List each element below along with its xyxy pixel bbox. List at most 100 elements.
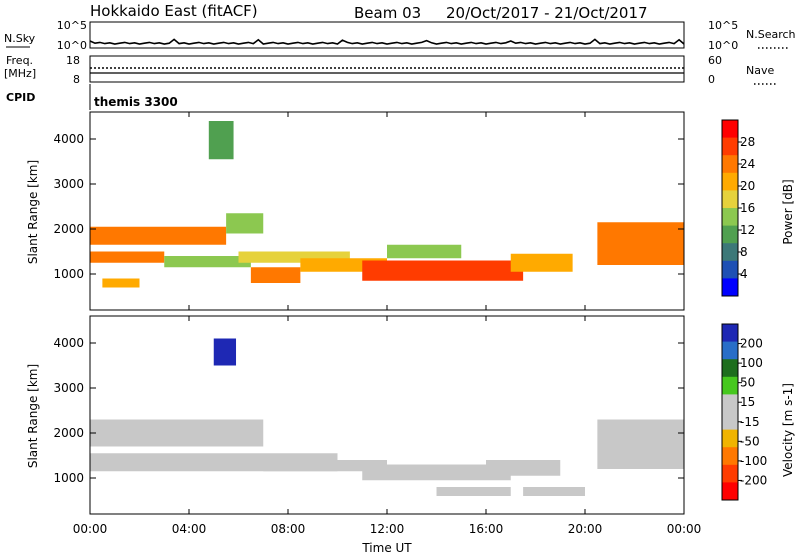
nave-tick-bottom: 0 — [708, 73, 715, 86]
freq-left-label-1: Freq. — [6, 54, 33, 67]
x-axis-label: Time UT — [361, 541, 412, 554]
colorbar-swatch — [722, 190, 738, 209]
noise-left-tick-top: 10^5 — [57, 19, 87, 32]
colorbar-swatch — [722, 394, 738, 413]
x-tick-label: 04:00 — [172, 522, 207, 536]
scatter-region — [486, 460, 561, 476]
y-tick-label: 2000 — [53, 426, 84, 440]
noise-right-label: N.Search — [746, 28, 796, 41]
freq-left-label-2: [MHz] — [4, 67, 36, 80]
scatter-region — [90, 419, 264, 447]
velocity-colorbar: 200 100 50 15 -15 -50 -100 -200 — [721, 323, 767, 501]
colorbar-swatch — [722, 208, 738, 227]
colorbar-swatch — [722, 447, 738, 466]
nave-label: Nave — [746, 64, 774, 77]
x-tick-label: 20:00 — [568, 522, 603, 536]
x-tick-label: 00:00 — [73, 522, 108, 536]
colorbar-tick-label: 20 — [740, 179, 755, 193]
scatter-region — [102, 278, 140, 288]
power-colorbar: 28 24 20 16 12 8 4 — [721, 119, 755, 297]
scatter-region — [523, 487, 585, 496]
y-tick-label: 1000 — [53, 471, 84, 485]
scatter-region — [226, 213, 264, 234]
scatter-region — [90, 226, 227, 245]
colorbar-tick-label: 8 — [740, 245, 748, 259]
scatter-region — [597, 419, 684, 469]
colorbar-tick-label: -50 — [740, 434, 760, 448]
scatter-region — [90, 251, 165, 263]
colorbar-tick-label: 12 — [740, 223, 755, 237]
scatter-region — [250, 267, 301, 283]
noise-panel: N.Sky 10^5 10^0 10^5 10^0 N.Search — [4, 19, 796, 52]
colorbar-swatch — [722, 412, 738, 431]
colorbar-tick-label: -15 — [740, 415, 760, 429]
date-range-title: 20/Oct/2017 - 21/Oct/2017 — [446, 4, 648, 22]
station-title: Hokkaido East (fitACF) — [90, 2, 258, 20]
y-tick-label: 3000 — [53, 381, 84, 395]
y-tick-label: 1000 — [53, 267, 84, 281]
colorbar-swatch — [722, 155, 738, 174]
colorbar-swatch — [722, 464, 738, 483]
colorbar-tick-label: 50 — [740, 376, 755, 390]
power-plot-area — [90, 121, 684, 288]
velocity-y-axis-label: Slant Range [km] — [26, 364, 40, 468]
y-tick-label: 4000 — [53, 336, 84, 350]
scatter-region — [238, 251, 350, 263]
colorbar-swatch — [722, 359, 738, 378]
colorbar-tick-label: 100 — [740, 356, 763, 370]
colorbar-swatch — [722, 120, 738, 139]
beam-title: Beam 03 — [354, 4, 421, 22]
y-tick-label: 2000 — [53, 222, 84, 236]
power-panel: 4000 3000 2000 1000 Slant Range [km] 28 24 20… — [26, 111, 795, 311]
colorbar-swatch — [722, 324, 738, 343]
colorbar-swatch — [722, 260, 738, 279]
x-tick-label: 12:00 — [370, 522, 405, 536]
scatter-region — [597, 222, 684, 265]
scatter-region — [164, 256, 251, 268]
scatter-region — [263, 460, 387, 472]
scatter-region — [510, 253, 573, 272]
nave-tick-top: 60 — [708, 54, 722, 67]
x-axis: 00:00 04:00 08:00 12:00 16:00 20:00 00:00 — [73, 112, 702, 536]
noise-left-tick-bottom: 10^0 — [57, 39, 87, 52]
x-tick-label: 00:00 — [667, 522, 702, 536]
colorbar-swatch — [722, 137, 738, 156]
cpid-label: CPID — [6, 91, 35, 104]
velocity-panel: 4000 3000 2000 1000 Slant Range [km] 200 100… — [26, 315, 795, 515]
colorbar-swatch — [722, 429, 738, 448]
x-tick-label: 08:00 — [271, 522, 306, 536]
colorbar-tick-label: 200 — [740, 337, 763, 351]
colorbar-swatch — [722, 482, 738, 501]
colorbar-tick-label: 4 — [740, 267, 748, 281]
power-y-axis-label: Slant Range [km] — [26, 160, 40, 264]
y-tick-label: 3000 — [53, 177, 84, 191]
noise-right-tick-top: 10^5 — [708, 19, 738, 32]
colorbar-swatch — [722, 172, 738, 191]
colorbar-swatch — [722, 376, 738, 395]
colorbar-tick-label: 28 — [740, 135, 755, 149]
colorbar-tick-label: 16 — [740, 201, 755, 215]
y-tick-label: 4000 — [53, 132, 84, 146]
colorbar-tick-label: 24 — [740, 157, 755, 171]
scatter-region — [362, 464, 511, 481]
freq-left-tick-top: 18 — [66, 54, 80, 67]
velocity-plot-area — [90, 338, 684, 496]
x-tick-label: 16:00 — [469, 522, 504, 536]
colorbar-swatch — [722, 243, 738, 262]
scatter-region — [387, 244, 462, 259]
colorbar-swatch — [722, 341, 738, 360]
scatter-region — [208, 121, 234, 160]
colorbar-tick-label: -200 — [740, 473, 767, 487]
scatter-region — [436, 487, 511, 496]
noise-right-tick-bottom: 10^0 — [708, 39, 738, 52]
cpid-value: themis 3300 — [94, 95, 178, 109]
colorbar-tick-label: 15 — [740, 395, 755, 409]
velocity-colorbar-label: Velocity [m s-1] — [781, 383, 795, 477]
freq-panel: Freq. [MHz] 18 8 60 0 Nave — [4, 54, 778, 86]
power-colorbar-label: Power [dB] — [781, 179, 795, 244]
scatter-region — [213, 338, 237, 366]
scatter-region — [362, 260, 524, 281]
freq-left-tick-bottom: 8 — [73, 73, 80, 86]
colorbar-tick-label: -100 — [740, 454, 767, 468]
